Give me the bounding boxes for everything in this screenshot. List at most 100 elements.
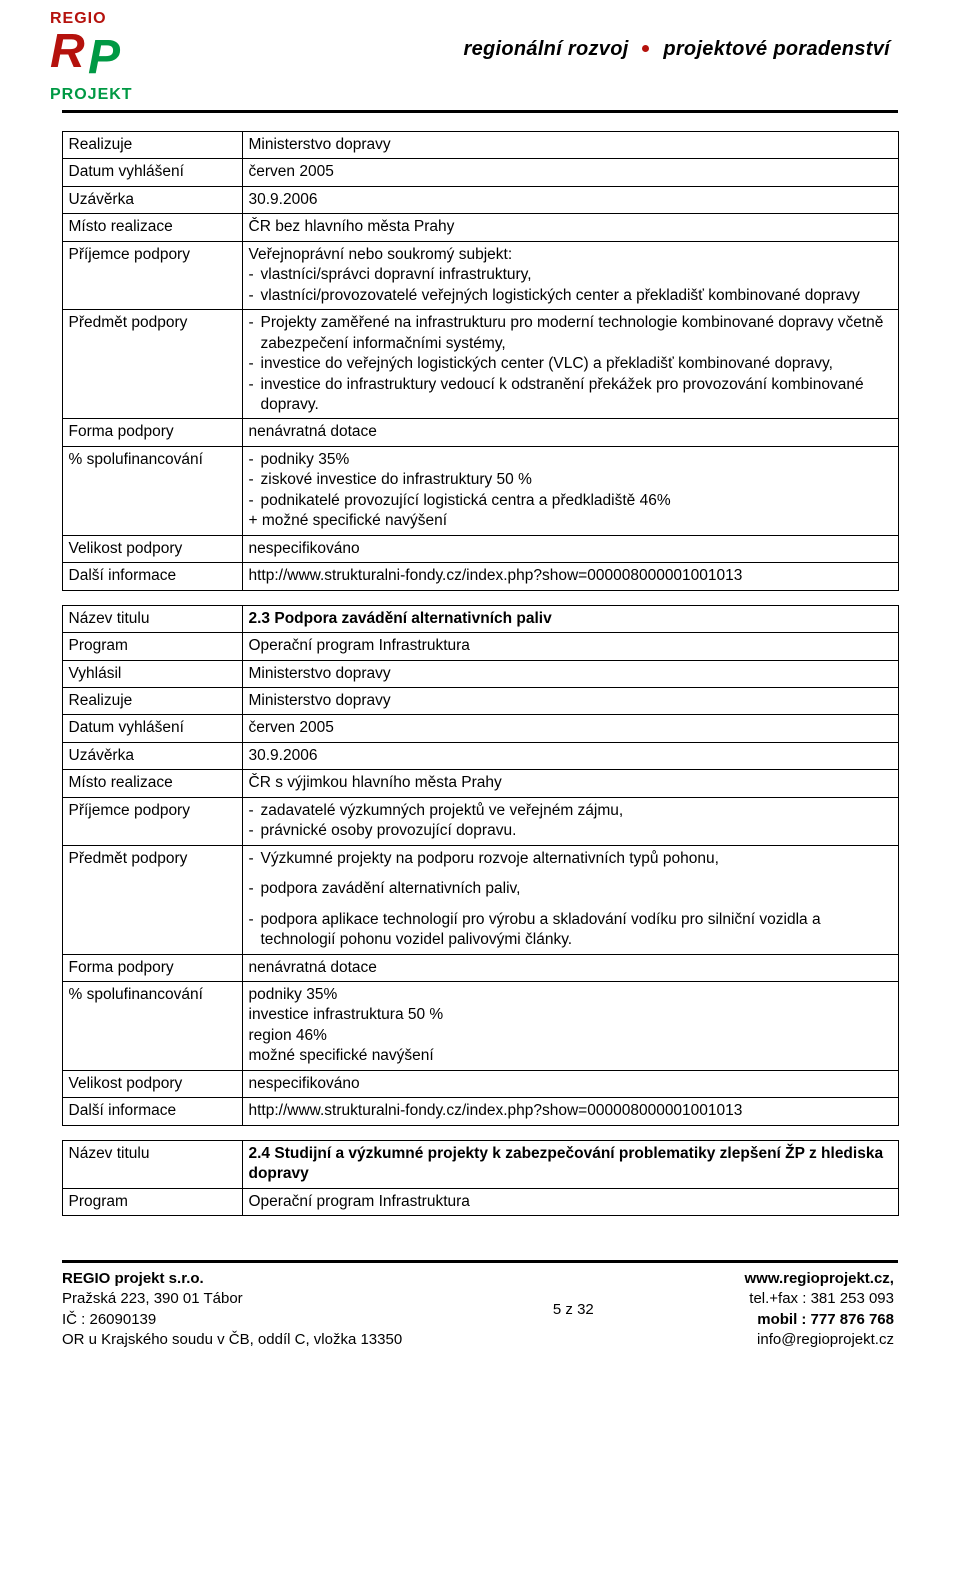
cell-label: Uzávěrka	[62, 186, 242, 213]
footer-rule	[62, 1260, 898, 1263]
cell-value: 30.9.2006	[242, 186, 898, 213]
cell-label: % spolufinancování	[62, 981, 242, 1070]
table-row: Uzávěrka30.9.2006	[62, 742, 898, 769]
cell-label: Místo realizace	[62, 770, 242, 797]
cell-label: Příjemce podpory	[62, 797, 242, 845]
dot-separator-icon	[642, 45, 649, 52]
footer-ic: IČ : 26090139	[62, 1310, 402, 1330]
cell-value: nenávratná dotace	[242, 954, 898, 981]
cell-label: Program	[62, 1188, 242, 1215]
cell-value: podniky 35% ziskové investice do infrast…	[242, 446, 898, 535]
table-row: Forma podporynenávratná dotace	[62, 954, 898, 981]
logo-rp-icon: RP	[50, 28, 170, 88]
cell-label: Název titulu	[62, 605, 242, 632]
list-item: ziskové investice do infrastruktury 50 %	[249, 470, 892, 490]
list-item: podnikatelé provozující logistická centr…	[249, 491, 892, 511]
line: investice infrastruktura 50 %	[249, 1005, 892, 1025]
info-link[interactable]: http://www.strukturalni-fondy.cz/index.p…	[249, 567, 743, 584]
page-number: 5 z 32	[553, 1301, 594, 1318]
footer-address: Pražská 223, 390 01 Tábor	[62, 1289, 402, 1309]
table-row: RealizujeMinisterstvo dopravy	[62, 132, 898, 159]
cell-label: Další informace	[62, 563, 242, 590]
cell-value: Operační program Infrastruktura	[242, 1188, 898, 1215]
cell-label: Datum vyhlášení	[62, 715, 242, 742]
list-item: investice do infrastruktury vedoucí k od…	[249, 375, 892, 416]
table-row: % spolufinancování podniky 35% investice…	[62, 981, 898, 1070]
table-row: ProgramOperační program Infrastruktura	[62, 1188, 898, 1215]
line: podniky 35%	[249, 985, 892, 1005]
cell-label: Datum vyhlášení	[62, 159, 242, 186]
page-header: REGIO RP PROJEKT regionální rozvoj proje…	[0, 0, 960, 108]
tagline-left: regionální rozvoj	[463, 38, 628, 60]
cell-value: nespecifikováno	[242, 535, 898, 562]
cell-value: nenávratná dotace	[242, 419, 898, 446]
cell-label: Předmět podpory	[62, 845, 242, 954]
cell-label: Místo realizace	[62, 214, 242, 241]
table-3: Název titulu2.4 Studijní a výzkumné proj…	[62, 1140, 899, 1216]
extra-text: + možné specifické navýšení	[249, 511, 892, 531]
table-2: Název titulu2.3 Podpora zavádění alterna…	[62, 605, 899, 1126]
cell-label: Program	[62, 633, 242, 660]
info-link[interactable]: http://www.strukturalni-fondy.cz/index.p…	[249, 1102, 743, 1119]
table-row: Forma podporynenávratná dotace	[62, 419, 898, 446]
list-item: zadavatelé výzkumných projektů ve veřejn…	[249, 801, 892, 821]
footer-mobile: mobil : 777 876 768	[745, 1310, 894, 1330]
table-row: Velikost podporynespecifikováno	[62, 1070, 898, 1097]
cell-value: Veřejnoprávní nebo soukromý subjekt: vla…	[242, 241, 898, 309]
cell-value: Ministerstvo dopravy	[242, 660, 898, 687]
list-item: právnické osoby provozující dopravu.	[249, 821, 892, 841]
cell-value: 30.9.2006	[242, 742, 898, 769]
cell-value: zadavatelé výzkumných projektů ve veřejn…	[242, 797, 898, 845]
cell-value: http://www.strukturalni-fondy.cz/index.p…	[242, 563, 898, 590]
table-row: Příjemce podpory Veřejnoprávní nebo souk…	[62, 241, 898, 309]
table-row: Další informacehttp://www.strukturalni-f…	[62, 1098, 898, 1125]
footer-company: REGIO projekt s.r.o.	[62, 1269, 402, 1289]
footer-web: www.regioprojekt.cz,	[745, 1269, 894, 1289]
cell-value: Ministerstvo dopravy	[242, 687, 898, 714]
footer-email: info@regioprojekt.cz	[745, 1330, 894, 1350]
cell-value: Výzkumné projekty na podporu rozvoje alt…	[242, 845, 898, 954]
tagline-right: projektové poradenství	[663, 38, 890, 60]
page-footer: REGIO projekt s.r.o. Pražská 223, 390 01…	[0, 1269, 960, 1362]
cell-value: červen 2005	[242, 159, 898, 186]
cell-value: podniky 35% investice infrastruktura 50 …	[242, 981, 898, 1070]
table-row: VyhlásilMinisterstvo dopravy	[62, 660, 898, 687]
footer-registry: OR u Krajského soudu v ČB, oddíl C, vlož…	[62, 1330, 402, 1350]
table-row: % spolufinancování podniky 35% ziskové i…	[62, 446, 898, 535]
list-item: Projekty zaměřené na infrastrukturu pro …	[249, 313, 892, 354]
table-row: Předmět podpory Projekty zaměřené na inf…	[62, 310, 898, 419]
cell-label: Realizuje	[62, 687, 242, 714]
cell-label: Předmět podpory	[62, 310, 242, 419]
table-row: Velikost podporynespecifikováno	[62, 535, 898, 562]
list-item: investice do veřejných logistických cent…	[249, 354, 892, 374]
cell-value: http://www.strukturalni-fondy.cz/index.p…	[242, 1098, 898, 1125]
table-row: Příjemce podpory zadavatelé výzkumných p…	[62, 797, 898, 845]
logo-projekt-text: PROJEKT	[50, 86, 133, 103]
cell-label: Název titulu	[62, 1140, 242, 1188]
table-row: Název titulu2.4 Studijní a výzkumné proj…	[62, 1140, 898, 1188]
list-item: podpora aplikace technologií pro výrobu …	[249, 910, 892, 951]
cell-label: Forma podpory	[62, 419, 242, 446]
cell-label: Realizuje	[62, 132, 242, 159]
list-item: vlastníci/správci dopravní infrastruktur…	[249, 265, 892, 285]
table-row: Místo realizaceČR bez hlavního města Pra…	[62, 214, 898, 241]
cell-label: % spolufinancování	[62, 446, 242, 535]
header-rule	[62, 110, 898, 113]
table-row: RealizujeMinisterstvo dopravy	[62, 687, 898, 714]
list-item: podpora zavádění alternativních paliv,	[249, 879, 892, 899]
cell-value: nespecifikováno	[242, 1070, 898, 1097]
line: možné specifické navýšení	[249, 1046, 892, 1066]
table-row: Předmět podpory Výzkumné projekty na pod…	[62, 845, 898, 954]
logo: REGIO RP PROJEKT	[50, 10, 170, 104]
cell-value: Projekty zaměřené na infrastrukturu pro …	[242, 310, 898, 419]
cell-label: Vyhlásil	[62, 660, 242, 687]
intro-text: Veřejnoprávní nebo soukromý subjekt:	[249, 245, 892, 265]
cell-value: 2.4 Studijní a výzkumné projekty k zabez…	[242, 1140, 898, 1188]
tagline: regionální rozvoj projektové poradenství	[463, 38, 890, 61]
cell-value: červen 2005	[242, 715, 898, 742]
table-1: RealizujeMinisterstvo dopravy Datum vyhl…	[62, 131, 899, 591]
cell-label: Velikost podpory	[62, 535, 242, 562]
list-item: Výzkumné projekty na podporu rozvoje alt…	[249, 849, 892, 869]
cell-value: Operační program Infrastruktura	[242, 633, 898, 660]
cell-value: ČR bez hlavního města Prahy	[242, 214, 898, 241]
